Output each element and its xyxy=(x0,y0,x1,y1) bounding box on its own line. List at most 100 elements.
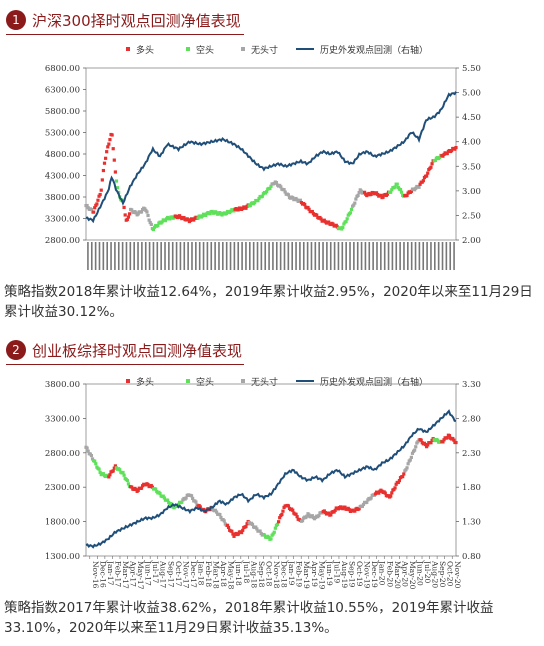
y-left-tick-label: 4800.00 xyxy=(45,150,80,160)
index-point-short xyxy=(265,190,269,194)
index-point-none xyxy=(413,448,417,452)
index-point-short xyxy=(166,498,170,502)
x-tick-label-block xyxy=(218,242,220,270)
section-2-title: 创业板综择时观点回测净值表现 xyxy=(32,341,243,360)
index-point-long xyxy=(441,154,445,158)
x-tick-label: Jul-19 xyxy=(332,560,341,584)
x-tick-label-block xyxy=(368,242,371,270)
x-tick-label-block xyxy=(175,242,178,270)
x-tick-label-block xyxy=(407,242,409,270)
index-point-none xyxy=(354,197,358,201)
x-tick-label: Jan-17 xyxy=(106,560,115,586)
x-tick-label-block xyxy=(349,242,351,270)
index-point-long xyxy=(107,142,111,146)
index-point-long xyxy=(430,438,434,443)
x-tick-label: Feb-17 xyxy=(113,561,122,587)
y-left-tick-label: 2800.00 xyxy=(45,236,80,246)
index-point-short xyxy=(161,494,165,498)
index-point-long xyxy=(429,165,433,169)
index-point-long xyxy=(396,480,400,485)
y-right-tick-label: 1.30 xyxy=(462,518,481,528)
index-point-short xyxy=(267,535,271,540)
index-point-long xyxy=(182,216,186,220)
index-point-short xyxy=(126,482,131,486)
index-point-long xyxy=(100,178,104,182)
index-point-long xyxy=(97,194,101,198)
index-point-none xyxy=(194,500,198,504)
legend-label-line: 历史外发观点回测（右轴） xyxy=(320,376,428,388)
x-tick-label-block xyxy=(249,242,251,270)
index-point-long xyxy=(322,509,326,513)
x-tick-label-block xyxy=(414,242,417,270)
legend-swatch-short xyxy=(186,47,190,51)
index-point-long xyxy=(150,485,154,489)
index-point-none xyxy=(409,455,413,459)
index-point-short xyxy=(196,216,200,220)
y-right-tick-label: 5.50 xyxy=(462,64,481,74)
x-tick-label: Oct-19 xyxy=(355,561,364,587)
x-tick-label-block xyxy=(380,242,382,270)
index-point-none xyxy=(352,203,356,207)
index-point-short xyxy=(435,438,440,442)
index-point-long xyxy=(111,147,115,151)
y-right-tick-label: 3.50 xyxy=(462,162,481,172)
x-tick-label-block xyxy=(275,242,278,270)
y-right-tick-label: 3.30 xyxy=(462,380,481,390)
x-tick-label: Jan-18 xyxy=(196,560,205,586)
section-1-underline xyxy=(6,34,244,35)
index-point-none xyxy=(414,186,418,190)
x-tick-label-block xyxy=(237,242,240,270)
index-point-none xyxy=(357,191,361,195)
x-tick-label-block xyxy=(403,242,405,270)
x-tick-label-block xyxy=(183,242,186,270)
index-point-long xyxy=(362,190,367,194)
index-points xyxy=(84,433,458,541)
index-point-short xyxy=(204,213,208,218)
y-right-tick-label: 3.00 xyxy=(462,187,481,197)
index-point-long xyxy=(353,509,357,513)
x-tick-label-block xyxy=(337,242,340,270)
y-left-tick-label: 3300.00 xyxy=(45,414,80,424)
index-point-long xyxy=(357,507,361,511)
x-tick-label: Jul-20 xyxy=(423,560,432,584)
index-point-short xyxy=(121,470,125,475)
x-tick-label: Sep-19 xyxy=(348,561,357,588)
index-point-none xyxy=(408,458,412,462)
x-tick-label-block xyxy=(245,242,247,270)
index-point-short xyxy=(163,219,168,223)
index-point-long xyxy=(332,510,336,514)
index-point-none xyxy=(250,522,255,527)
index-point-long xyxy=(419,438,423,442)
index-point-long xyxy=(373,492,378,496)
x-tick-label: Nov-18 xyxy=(272,561,281,589)
index-point-long xyxy=(306,205,310,210)
index-points xyxy=(84,132,458,232)
x-tick-label-block xyxy=(94,242,97,270)
index-point-long xyxy=(389,494,393,498)
index-point-long xyxy=(231,532,235,536)
x-tick-label-block xyxy=(233,242,236,270)
y-left-tick-label: 2300.00 xyxy=(45,483,80,493)
index-point-long xyxy=(101,168,106,173)
index-point-long xyxy=(139,486,144,490)
index-point-long xyxy=(454,146,458,150)
index-point-long xyxy=(405,193,409,198)
x-tick-label: Aug-19 xyxy=(340,560,349,588)
index-point-short xyxy=(389,190,393,194)
x-tick-label-block xyxy=(187,242,189,270)
index-point-short xyxy=(172,216,176,220)
index-point-short xyxy=(115,186,120,190)
index-point-none xyxy=(404,468,408,472)
index-point-none xyxy=(300,519,305,523)
index-point-long xyxy=(393,486,397,490)
y-left-tick-label: 4300.00 xyxy=(45,172,80,182)
x-tick-label: Apr-20 xyxy=(400,560,409,587)
index-point-none xyxy=(85,203,89,208)
index-point-none xyxy=(214,510,219,514)
legend-label-short: 空头 xyxy=(196,376,214,388)
index-point-none xyxy=(310,514,314,518)
index-point-short xyxy=(272,530,276,534)
x-tick-label-block xyxy=(191,242,193,270)
y-right-tick-label: 2.50 xyxy=(462,211,481,221)
index-point-long xyxy=(426,171,430,175)
